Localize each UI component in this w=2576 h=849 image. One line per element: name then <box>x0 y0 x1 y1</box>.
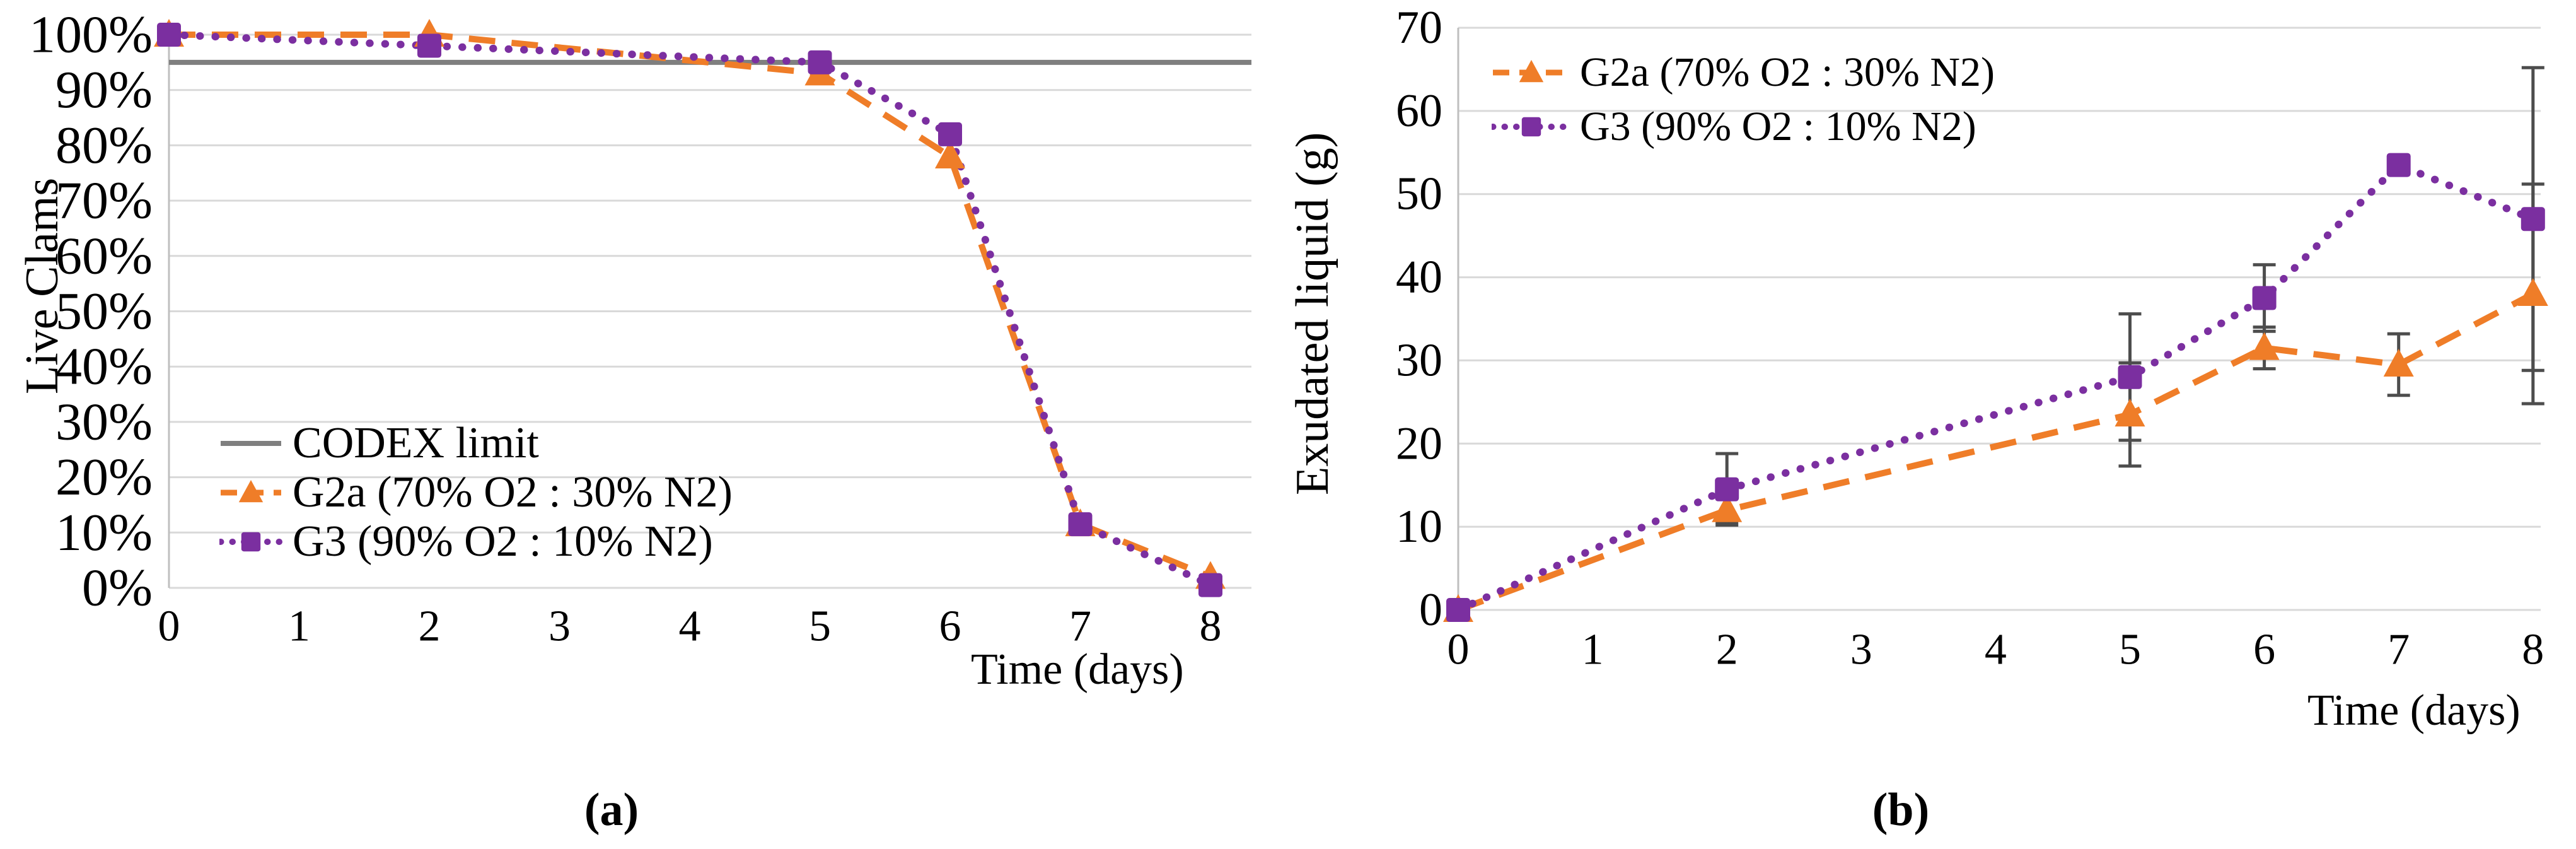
x-axis-title-b: Time (days) <box>2307 686 2521 735</box>
x-tick-label: 5 <box>809 602 831 651</box>
data-point-marker-triangle <box>2249 332 2280 360</box>
g2a-dashed-triangle-sample-icon <box>1493 60 1570 83</box>
x-tick-label: 7 <box>2387 626 2410 674</box>
legend-label-g2a: G2a (70% O2 : 30% N2) <box>1580 49 1995 95</box>
data-point-marker-square <box>2521 207 2545 231</box>
data-point-marker-triangle <box>1519 60 1544 83</box>
data-point-marker-triangle <box>2115 399 2145 427</box>
legend-label-codex: CODEX limit <box>293 419 539 467</box>
data-point-marker-square <box>2252 286 2277 310</box>
y-tick-label: 20% <box>55 448 153 506</box>
g3-dotted-square-sample-icon <box>219 532 282 552</box>
g2a-dashed-triangle-sample-icon <box>221 480 281 503</box>
data-point-marker-square <box>1446 598 1470 622</box>
x-tick-label: 4 <box>1985 626 2007 674</box>
y-tick-label: 20 <box>1396 418 1442 469</box>
data-point-marker-square <box>1198 573 1222 597</box>
data-point-marker-square <box>808 50 832 74</box>
legend-item-g3: G3 (90% O2 : 10% N2) <box>219 517 733 566</box>
panel-caption-a: (a) <box>584 784 639 836</box>
series-line <box>1457 291 2535 613</box>
y-tick-label: 10 <box>1396 501 1442 553</box>
x-tick-label: 8 <box>2522 626 2544 674</box>
x-tick-label: 4 <box>679 602 701 651</box>
legend-label-g3: G3 (90% O2 : 10% N2) <box>293 517 713 566</box>
data-point-marker-square <box>417 33 441 58</box>
data-point-marker-square <box>1068 512 1093 537</box>
y-tick-label: 60 <box>1396 85 1442 137</box>
y-tick-label: 30% <box>55 392 153 451</box>
legend-item-g2a: G2a (70% O2 : 30% N2) <box>1492 45 1995 100</box>
x-tick-label: 8 <box>1200 602 1222 651</box>
data-point-marker-square <box>938 122 962 146</box>
x-tick-label: 2 <box>1716 626 1738 674</box>
x-tick-label: 6 <box>2253 626 2275 674</box>
x-tick-label: 3 <box>1850 626 1872 674</box>
legend-item-g2a: G2a (70% O2 : 30% N2) <box>219 468 733 517</box>
series-line <box>165 31 1214 589</box>
y-tick-label: 0% <box>82 559 153 618</box>
data-point-marker-triangle <box>1712 494 1743 522</box>
legend-item-codex-limit: CODEX limit <box>219 419 733 468</box>
x-tick-label: 1 <box>1582 626 1604 674</box>
data-point-marker-square <box>241 532 261 552</box>
data-point-marker-triangle <box>238 480 264 503</box>
legend-label-g2a: G2a (70% O2 : 30% N2) <box>293 468 733 517</box>
data-point-marker-square <box>157 23 181 47</box>
x-tick-label: 0 <box>158 602 180 651</box>
y-tick-label: 30 <box>1396 334 1442 386</box>
x-tick-label: 0 <box>1448 626 1470 674</box>
legend-chart-b: G2a (70% O2 : 30% N2) G3 (90% O2 : 10% N… <box>1492 45 1995 154</box>
series-line <box>1454 160 2537 614</box>
x-tick-label: 2 <box>419 602 441 651</box>
y-axis-title-exudated-liquid: Exudated liquid (g) <box>1287 132 1338 495</box>
x-tick-label: 3 <box>548 602 571 651</box>
y-tick-label: 50 <box>1396 168 1442 220</box>
y-tick-label: 80% <box>55 116 153 175</box>
y-tick-label: 90% <box>55 61 153 119</box>
legend-chart-a: CODEX limit G2a (70% O2 : 30% N2) G3 (90… <box>219 419 733 566</box>
data-point-marker-triangle <box>935 140 965 168</box>
x-tick-label: 6 <box>939 602 961 651</box>
legend-item-g3: G3 (90% O2 : 10% N2) <box>1492 100 1995 154</box>
y-tick-label: 10% <box>55 503 153 562</box>
data-point-marker-square <box>1521 117 1541 137</box>
chart-a: 0%10%20%30%40%50%60%70%80%90%100% 0 1 2 3 4 5 6… <box>29 6 1251 651</box>
y-tick-label: 70 <box>1396 2 1442 54</box>
legend-label-g3: G3 (90% O2 : 10% N2) <box>1580 103 1976 149</box>
y-tick-label: 70% <box>55 172 153 230</box>
y-tick-label: 0 <box>1419 584 1442 636</box>
data-point-marker-square <box>2386 153 2411 177</box>
g3-dotted-square-sample-icon <box>1492 117 1571 137</box>
data-point-marker-triangle <box>2517 278 2548 306</box>
data-point-marker-square <box>1715 477 1739 501</box>
y-tick-label: 40 <box>1396 252 1442 303</box>
chart-b: 0 10 20 30 40 50 60 70 0 1 2 3 4 5 6 7 8 <box>1396 2 2548 674</box>
data-point-marker-triangle <box>2383 349 2414 377</box>
y-tick-label: 40% <box>55 337 153 396</box>
x-axis-title-a: Time (days) <box>971 645 1184 694</box>
y-tick-label: 100% <box>29 6 153 64</box>
x-tick-label: 5 <box>2119 626 2141 674</box>
y-tick-label: 50% <box>55 282 153 341</box>
codex-line-sample-icon <box>221 441 281 446</box>
y-axis-title-live-clams: Live Clams <box>16 177 68 394</box>
data-point-marker-square <box>2118 365 2142 389</box>
x-tick-label: 7 <box>1069 602 1091 651</box>
x-tick-label: 1 <box>288 602 310 651</box>
panel-caption-b: (b) <box>1872 784 1930 836</box>
y-tick-label: 60% <box>55 226 153 285</box>
